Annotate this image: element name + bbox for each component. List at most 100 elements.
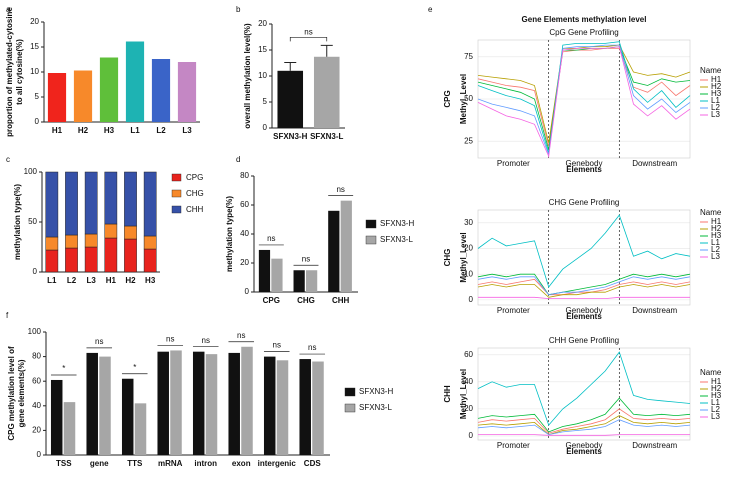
region-label: Genebody	[566, 306, 603, 315]
legend-label: SFXN3-H	[380, 219, 414, 228]
bar	[258, 249, 271, 292]
y-tick-label: 0	[245, 287, 250, 296]
bar-segment	[124, 225, 137, 240]
y-tick-label: 5	[263, 97, 268, 106]
significance-label: ns	[202, 336, 210, 345]
panel-label: f	[6, 311, 9, 320]
x-tick-label: L1	[47, 276, 57, 285]
x-tick-label: CDS	[304, 459, 322, 468]
series-line	[477, 278, 691, 296]
significance-label: ns	[237, 331, 245, 340]
bar	[299, 359, 311, 455]
subplot-title: CpG Gene Profiling	[549, 28, 618, 37]
bar	[271, 258, 283, 292]
y-tick-label: 15	[30, 42, 39, 51]
series-line	[478, 296, 690, 299]
panel-label: a	[6, 5, 11, 14]
bar	[306, 270, 318, 292]
region-label: Promoter	[497, 441, 530, 450]
bar	[293, 270, 305, 292]
y-tick-label: 60	[464, 350, 473, 359]
x-axis-label: Elements	[566, 165, 602, 174]
significance-label: ns	[95, 337, 103, 346]
bar-segment	[84, 246, 98, 273]
y-tick-label: 100	[28, 327, 42, 336]
bar	[63, 402, 76, 455]
bar-segment	[65, 234, 78, 249]
legend-label: CPG	[186, 173, 203, 182]
bar-segment	[45, 171, 59, 238]
x-tick-label: mRNA	[158, 459, 183, 468]
bar	[192, 351, 205, 455]
series-line	[477, 351, 691, 426]
bar	[276, 360, 289, 455]
y-tick-label: 0	[37, 450, 42, 459]
significance-bracket	[289, 36, 328, 42]
subplot-title: CHG Gene Profiling	[549, 198, 620, 207]
y-tick-label: 15	[258, 45, 267, 54]
legend-label: L2	[711, 245, 720, 254]
y-tick-label: 40	[240, 229, 249, 238]
region-label: Promoter	[497, 306, 530, 315]
y-tick-label: 20	[30, 17, 39, 26]
y-tick-label: 60	[240, 200, 249, 209]
bar	[328, 210, 340, 292]
legend-label: L2	[711, 405, 720, 414]
legend-swatch	[365, 235, 377, 245]
bar-segment	[45, 236, 59, 251]
legend-label: CHG	[186, 189, 204, 198]
y-tick-label: 50	[28, 217, 37, 226]
significance-label: ns	[336, 185, 344, 194]
y-tick-label: 75	[464, 52, 473, 61]
y-axis-label: to all cytosine(%)	[15, 39, 24, 105]
series-line	[477, 214, 691, 288]
y-tick-label: 25	[464, 136, 473, 145]
series-line	[477, 397, 691, 433]
legend-title: Name	[700, 66, 722, 75]
bar-segment	[45, 249, 59, 273]
bar	[121, 378, 134, 455]
bar	[47, 73, 67, 122]
region-label: Genebody	[566, 159, 603, 168]
x-tick-label: CHG	[297, 296, 315, 305]
x-tick-label: L3	[182, 126, 192, 135]
series-line	[477, 273, 691, 296]
legend-label: H3	[711, 391, 722, 400]
bar	[263, 356, 276, 455]
x-axis-label: Elements	[566, 447, 602, 456]
panel-label: d	[236, 155, 240, 164]
figure-title: Gene Elements methylation level	[522, 15, 647, 24]
bar-segment	[84, 171, 98, 235]
region-label: Downstream	[632, 159, 677, 168]
x-axis-label: Elements	[566, 312, 602, 321]
panel-label: c	[6, 155, 10, 164]
y-axis-label: methylation type(%)	[13, 184, 22, 260]
series-line	[477, 44, 691, 155]
x-tick-label: intron	[194, 459, 217, 468]
significance-label: ns	[304, 27, 312, 36]
region-label: Genebody	[566, 441, 603, 450]
y-tick-label: 80	[32, 352, 41, 361]
series-line	[477, 415, 691, 436]
legend-swatch	[365, 219, 377, 229]
y-tick-label: 20	[32, 426, 41, 435]
plot-frame	[477, 347, 691, 441]
series-line	[477, 44, 691, 143]
bar	[134, 403, 147, 455]
y-tick-label: 0	[469, 295, 474, 304]
bar	[170, 350, 182, 455]
significance-label: ns	[273, 341, 281, 350]
legend-label: H2	[711, 224, 722, 233]
bar-segment	[65, 171, 78, 236]
y-tick-label: 10	[30, 67, 39, 76]
x-tick-label: SFXN3-L	[310, 132, 343, 141]
x-tick-label: TTS	[127, 459, 143, 468]
y-tick-label: 0	[469, 431, 474, 440]
legend-label: SFXN3-H	[359, 387, 393, 396]
legend-label: H1	[711, 217, 722, 226]
row-label: CPG	[443, 90, 452, 107]
bar	[228, 352, 240, 455]
series-line	[477, 276, 691, 296]
panel-label: b	[236, 5, 241, 14]
y-tick-label: 60	[32, 376, 41, 385]
